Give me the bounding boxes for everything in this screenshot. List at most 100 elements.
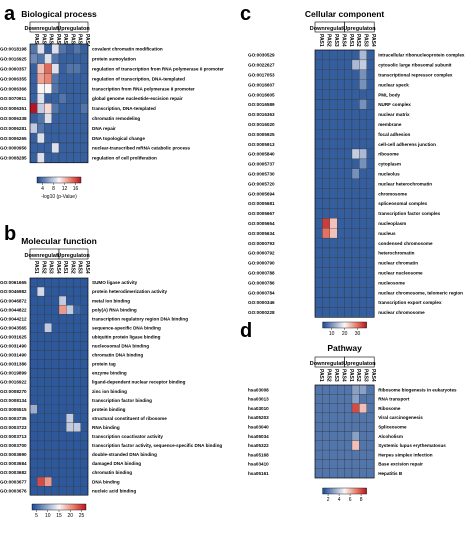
heatmap-cell bbox=[58, 458, 67, 469]
heatmap-cell bbox=[359, 158, 367, 169]
heatmap-cell bbox=[322, 138, 330, 150]
heatmap-cell bbox=[359, 257, 367, 268]
heatmap-cell bbox=[344, 89, 353, 100]
heatmap-cell bbox=[322, 257, 330, 268]
heatmap-cell bbox=[337, 449, 345, 460]
heatmap-cell bbox=[366, 89, 375, 100]
row-term-label: DNA topological change bbox=[92, 136, 145, 141]
heatmap-cell bbox=[80, 323, 89, 333]
column-label: PAS2 bbox=[355, 34, 361, 47]
heatmap-cell bbox=[44, 314, 52, 324]
heatmap-cell bbox=[337, 394, 345, 404]
heatmap-cell bbox=[37, 73, 45, 84]
heatmap-cell bbox=[337, 79, 345, 90]
heatmap-cell bbox=[344, 148, 353, 160]
heatmap-cell bbox=[366, 69, 375, 80]
panel-letter: c bbox=[240, 3, 251, 25]
heatmap-cell bbox=[29, 431, 38, 442]
heatmap-cell bbox=[37, 368, 45, 378]
heatmap-cell bbox=[66, 43, 74, 55]
row-term-label: ribosome bbox=[378, 152, 399, 157]
heatmap-cell bbox=[351, 228, 360, 239]
heatmap-cell bbox=[329, 188, 338, 199]
heatmap-cell bbox=[44, 431, 52, 442]
row-id-label: GO:0000357 bbox=[0, 67, 27, 72]
row-term-label: chromatin binding bbox=[92, 470, 132, 475]
row-id-label: GO:0003682 bbox=[0, 470, 27, 475]
row-id-label: GO:0003690 bbox=[0, 452, 27, 457]
heatmap-cell bbox=[359, 138, 367, 150]
heatmap-cell bbox=[329, 440, 338, 451]
heatmap-cell bbox=[359, 403, 367, 414]
heatmap-cell bbox=[366, 449, 375, 460]
heatmap-cell bbox=[58, 413, 67, 423]
heatmap-cell bbox=[29, 295, 38, 306]
heatmap-cell bbox=[344, 69, 353, 80]
heatmap-cell bbox=[73, 132, 81, 144]
heatmap-cell bbox=[73, 323, 81, 333]
row-term-label: nuclear matrix bbox=[378, 112, 410, 117]
heatmap-cell bbox=[351, 188, 360, 199]
heatmap-cell bbox=[66, 449, 74, 460]
heatmap-cell bbox=[344, 237, 353, 249]
heatmap-cell bbox=[359, 307, 367, 318]
column-label: PAS4 bbox=[84, 261, 90, 274]
heatmap-cell bbox=[51, 314, 60, 324]
group-label: Upregulaton bbox=[57, 253, 90, 259]
heatmap-cell bbox=[322, 148, 330, 160]
group-header-box bbox=[58, 21, 89, 33]
heatmap-cell bbox=[37, 458, 45, 469]
row-term-label: nucleoplasm bbox=[378, 221, 406, 226]
row-term-label: transcriptional repressor complex bbox=[378, 73, 453, 78]
heatmap-border bbox=[29, 277, 89, 496]
column-label: PAS2 bbox=[355, 369, 361, 382]
heatmap-cell bbox=[359, 468, 367, 479]
row-id-label: GO:0031490 bbox=[0, 344, 27, 349]
heatmap-cell bbox=[344, 287, 353, 298]
panel-letter: a bbox=[4, 3, 16, 25]
column-label: PAS1 bbox=[318, 369, 324, 382]
heatmap-cell bbox=[58, 295, 67, 306]
heatmap-cell bbox=[37, 63, 45, 74]
heatmap-cell bbox=[29, 386, 38, 396]
row-id-label: GO:0006351 bbox=[0, 106, 27, 111]
heatmap-cell bbox=[314, 99, 323, 110]
column-label: PAS2 bbox=[69, 261, 75, 274]
heatmap-cell bbox=[66, 386, 74, 396]
heatmap-cell bbox=[359, 267, 367, 278]
row-id-label: GO:0005634 bbox=[248, 231, 275, 236]
row-id-label: GO:0005925 bbox=[248, 132, 275, 137]
heatmap-cell bbox=[366, 138, 375, 150]
heatmap-cell bbox=[314, 277, 323, 288]
heatmap-cell bbox=[351, 158, 360, 169]
heatmap-cell bbox=[58, 386, 67, 396]
column-label: PAS4 bbox=[340, 369, 346, 382]
heatmap-cell bbox=[44, 123, 52, 134]
heatmap-cell bbox=[66, 113, 74, 124]
heatmap-cell bbox=[73, 368, 81, 378]
heatmap-cell bbox=[80, 132, 89, 144]
heatmap-cell bbox=[37, 295, 45, 306]
heatmap-cell bbox=[322, 384, 330, 395]
row-id-label: hsa03040 bbox=[248, 425, 269, 430]
heatmap-cell bbox=[314, 403, 323, 414]
heatmap-cell bbox=[80, 123, 89, 134]
row-term-label: Viral carcinogenesis bbox=[378, 415, 423, 420]
heatmap-cell bbox=[58, 43, 67, 55]
heatmap-cell bbox=[344, 412, 353, 423]
heatmap-cell bbox=[58, 304, 67, 315]
panel-letter: b bbox=[4, 223, 16, 245]
row-term-label: chromosome bbox=[378, 191, 407, 196]
heatmap-cell bbox=[337, 168, 345, 179]
heatmap-cell bbox=[314, 449, 323, 460]
heatmap-cell bbox=[337, 89, 345, 100]
row-id-label: GO:0003676 bbox=[0, 488, 27, 493]
heatmap-cell bbox=[337, 109, 345, 120]
heatmap-cell bbox=[322, 69, 330, 80]
heatmap-cell bbox=[44, 323, 52, 333]
heatmap-cell bbox=[44, 277, 52, 288]
column-label: PAS1 bbox=[62, 34, 68, 47]
heatmap-cell bbox=[44, 341, 52, 351]
heatmap-cell bbox=[80, 485, 89, 496]
row-term-label: heterochromatin bbox=[378, 251, 414, 256]
